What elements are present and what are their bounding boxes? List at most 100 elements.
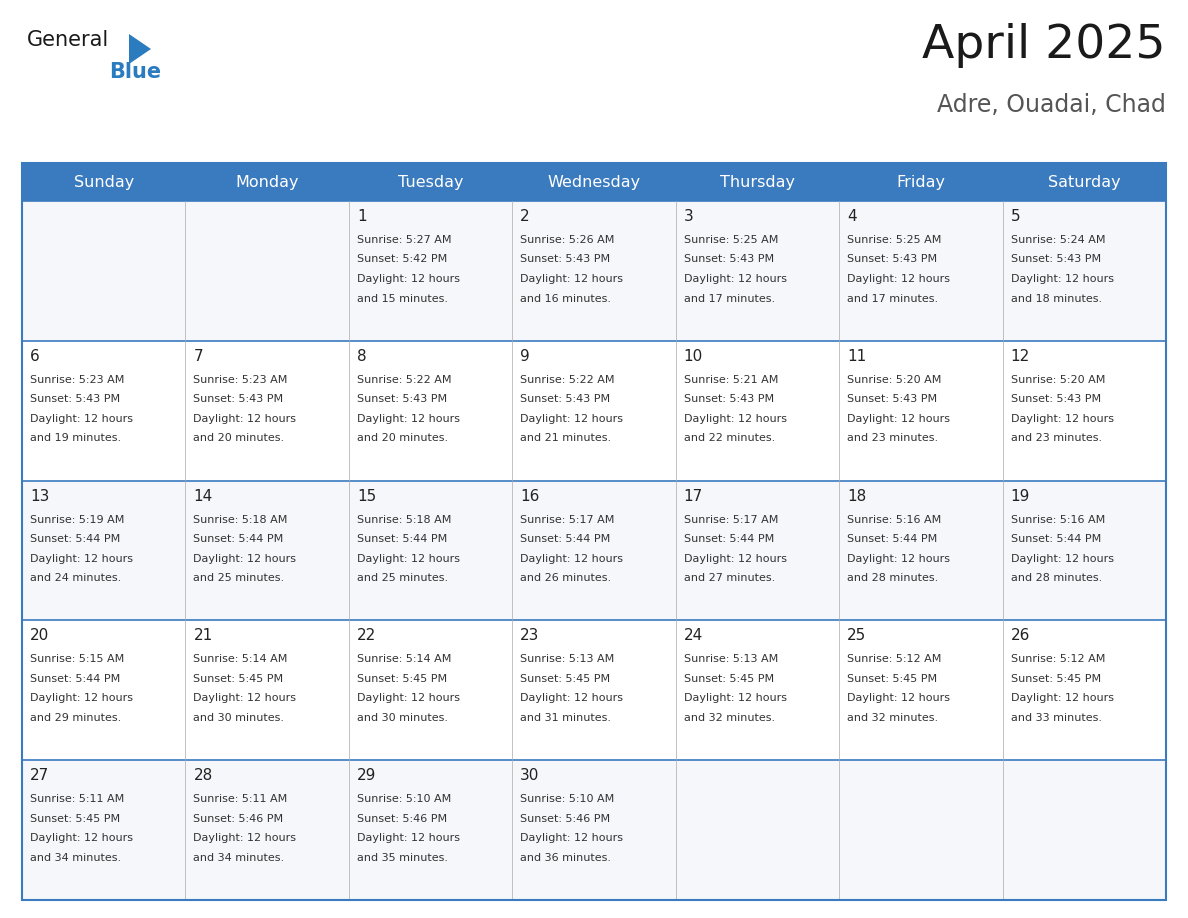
Text: Daylight: 12 hours: Daylight: 12 hours: [356, 554, 460, 564]
Text: 15: 15: [356, 488, 377, 504]
Text: Sunset: 5:44 PM: Sunset: 5:44 PM: [356, 534, 447, 544]
Text: Sunrise: 5:18 AM: Sunrise: 5:18 AM: [356, 515, 451, 524]
Text: Sunset: 5:43 PM: Sunset: 5:43 PM: [520, 395, 611, 404]
Text: 10: 10: [684, 349, 703, 364]
Text: Sunset: 5:43 PM: Sunset: 5:43 PM: [684, 254, 773, 264]
Text: Sunset: 5:43 PM: Sunset: 5:43 PM: [194, 395, 284, 404]
Text: Daylight: 12 hours: Daylight: 12 hours: [847, 693, 950, 703]
Text: and 35 minutes.: and 35 minutes.: [356, 853, 448, 863]
Text: Daylight: 12 hours: Daylight: 12 hours: [30, 554, 133, 564]
Text: and 20 minutes.: and 20 minutes.: [356, 433, 448, 443]
Text: Sunrise: 5:14 AM: Sunrise: 5:14 AM: [356, 655, 451, 665]
Text: 1: 1: [356, 209, 366, 224]
Text: Sunset: 5:45 PM: Sunset: 5:45 PM: [30, 813, 120, 823]
Text: Daylight: 12 hours: Daylight: 12 hours: [194, 693, 297, 703]
Text: Sunrise: 5:22 AM: Sunrise: 5:22 AM: [520, 375, 614, 385]
Text: Sunset: 5:44 PM: Sunset: 5:44 PM: [194, 534, 284, 544]
Text: 27: 27: [30, 768, 49, 783]
Text: Sunset: 5:43 PM: Sunset: 5:43 PM: [847, 395, 937, 404]
Text: Sunset: 5:45 PM: Sunset: 5:45 PM: [1011, 674, 1101, 684]
Text: 29: 29: [356, 768, 377, 783]
Text: 7: 7: [194, 349, 203, 364]
Text: and 27 minutes.: and 27 minutes.: [684, 573, 775, 583]
Text: Sunset: 5:44 PM: Sunset: 5:44 PM: [684, 534, 773, 544]
Text: Daylight: 12 hours: Daylight: 12 hours: [520, 274, 624, 284]
Text: Sunset: 5:45 PM: Sunset: 5:45 PM: [520, 674, 611, 684]
Text: Sunrise: 5:16 AM: Sunrise: 5:16 AM: [1011, 515, 1105, 524]
Text: Sunset: 5:43 PM: Sunset: 5:43 PM: [684, 395, 773, 404]
Bar: [23, 163, 1165, 900]
Text: Daylight: 12 hours: Daylight: 12 hours: [847, 414, 950, 424]
Text: and 22 minutes.: and 22 minutes.: [684, 433, 775, 443]
Text: Sunrise: 5:18 AM: Sunrise: 5:18 AM: [194, 515, 287, 524]
Text: Sunset: 5:46 PM: Sunset: 5:46 PM: [194, 813, 284, 823]
Text: Daylight: 12 hours: Daylight: 12 hours: [356, 414, 460, 424]
Text: Sunrise: 5:24 AM: Sunrise: 5:24 AM: [1011, 235, 1105, 245]
Text: Sunrise: 5:17 AM: Sunrise: 5:17 AM: [684, 515, 778, 524]
Text: Sunrise: 5:19 AM: Sunrise: 5:19 AM: [30, 515, 125, 524]
Text: General: General: [27, 30, 109, 50]
Text: and 19 minutes.: and 19 minutes.: [30, 433, 121, 443]
Text: Adre, Ouadai, Chad: Adre, Ouadai, Chad: [937, 93, 1165, 117]
Text: Sunset: 5:45 PM: Sunset: 5:45 PM: [684, 674, 773, 684]
Text: 20: 20: [30, 629, 49, 644]
Text: 14: 14: [194, 488, 213, 504]
Text: and 30 minutes.: and 30 minutes.: [356, 713, 448, 722]
Text: Thursday: Thursday: [720, 174, 795, 189]
Bar: [23, 621, 1165, 760]
Text: and 23 minutes.: and 23 minutes.: [1011, 433, 1101, 443]
Text: Sunrise: 5:15 AM: Sunrise: 5:15 AM: [30, 655, 125, 665]
Bar: [23, 163, 1165, 201]
Text: Sunrise: 5:23 AM: Sunrise: 5:23 AM: [194, 375, 287, 385]
Text: Sunset: 5:44 PM: Sunset: 5:44 PM: [30, 534, 120, 544]
Bar: [23, 341, 1165, 481]
Text: 19: 19: [1011, 488, 1030, 504]
Text: Sunset: 5:44 PM: Sunset: 5:44 PM: [520, 534, 611, 544]
Text: Sunday: Sunday: [74, 174, 134, 189]
Text: Daylight: 12 hours: Daylight: 12 hours: [194, 554, 297, 564]
Text: Daylight: 12 hours: Daylight: 12 hours: [847, 554, 950, 564]
Text: Sunrise: 5:13 AM: Sunrise: 5:13 AM: [684, 655, 778, 665]
Text: and 25 minutes.: and 25 minutes.: [356, 573, 448, 583]
Text: Sunset: 5:45 PM: Sunset: 5:45 PM: [194, 674, 284, 684]
Text: 16: 16: [520, 488, 539, 504]
Text: Sunrise: 5:12 AM: Sunrise: 5:12 AM: [1011, 655, 1105, 665]
Bar: [23, 481, 1165, 621]
Text: Daylight: 12 hours: Daylight: 12 hours: [1011, 693, 1113, 703]
Text: 2: 2: [520, 209, 530, 224]
Text: 12: 12: [1011, 349, 1030, 364]
Text: 9: 9: [520, 349, 530, 364]
Text: Daylight: 12 hours: Daylight: 12 hours: [520, 414, 624, 424]
Text: Sunset: 5:44 PM: Sunset: 5:44 PM: [847, 534, 937, 544]
Text: Daylight: 12 hours: Daylight: 12 hours: [194, 834, 297, 844]
Text: Sunrise: 5:20 AM: Sunrise: 5:20 AM: [847, 375, 942, 385]
Text: and 34 minutes.: and 34 minutes.: [194, 853, 285, 863]
Text: Friday: Friday: [897, 174, 946, 189]
Text: Sunset: 5:45 PM: Sunset: 5:45 PM: [847, 674, 937, 684]
Text: Sunrise: 5:25 AM: Sunrise: 5:25 AM: [684, 235, 778, 245]
Text: and 17 minutes.: and 17 minutes.: [847, 294, 939, 304]
Text: Sunset: 5:45 PM: Sunset: 5:45 PM: [356, 674, 447, 684]
Text: Tuesday: Tuesday: [398, 174, 463, 189]
Text: Daylight: 12 hours: Daylight: 12 hours: [684, 693, 786, 703]
Text: Blue: Blue: [109, 62, 162, 82]
Text: and 24 minutes.: and 24 minutes.: [30, 573, 121, 583]
Text: Daylight: 12 hours: Daylight: 12 hours: [684, 274, 786, 284]
Text: Sunset: 5:43 PM: Sunset: 5:43 PM: [30, 395, 120, 404]
Text: Sunset: 5:44 PM: Sunset: 5:44 PM: [30, 674, 120, 684]
Text: and 32 minutes.: and 32 minutes.: [684, 713, 775, 722]
Text: 21: 21: [194, 629, 213, 644]
Text: 18: 18: [847, 488, 866, 504]
Text: Sunset: 5:46 PM: Sunset: 5:46 PM: [356, 813, 447, 823]
Text: Sunrise: 5:13 AM: Sunrise: 5:13 AM: [520, 655, 614, 665]
Text: 22: 22: [356, 629, 377, 644]
Text: and 26 minutes.: and 26 minutes.: [520, 573, 612, 583]
Text: and 29 minutes.: and 29 minutes.: [30, 713, 121, 722]
Text: Sunset: 5:46 PM: Sunset: 5:46 PM: [520, 813, 611, 823]
Text: Sunrise: 5:14 AM: Sunrise: 5:14 AM: [194, 655, 287, 665]
Text: and 33 minutes.: and 33 minutes.: [1011, 713, 1101, 722]
Text: and 21 minutes.: and 21 minutes.: [520, 433, 612, 443]
Text: and 28 minutes.: and 28 minutes.: [1011, 573, 1101, 583]
Text: and 31 minutes.: and 31 minutes.: [520, 713, 612, 722]
Text: Daylight: 12 hours: Daylight: 12 hours: [356, 834, 460, 844]
